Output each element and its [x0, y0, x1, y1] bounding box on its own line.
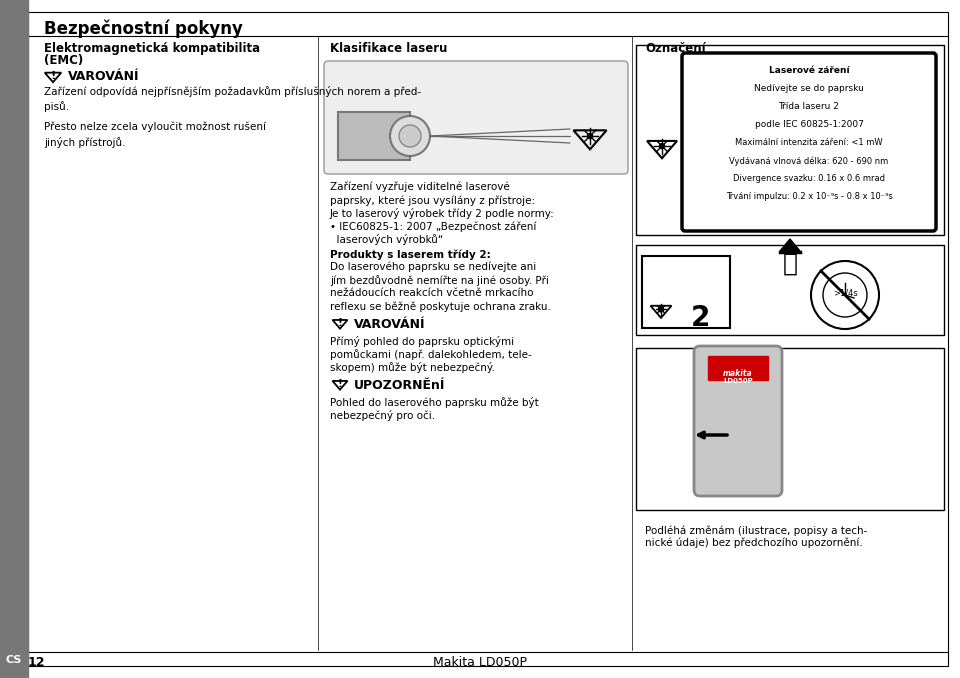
Text: Zařízení odpovídá nejpřísnějším požadavkům příslušných norem a před-
pisů.: Zařízení odpovídá nejpřísnějším požadavk…	[44, 86, 421, 113]
Text: nické údaje) bez předchozího upozornění.: nické údaje) bez předchozího upozornění.	[645, 538, 863, 549]
Text: Vydávaná vlnová délka: 620 - 690 nm: Vydávaná vlnová délka: 620 - 690 nm	[730, 156, 889, 165]
Text: jím bezdůvodně nemířte na jiné osoby. Při: jím bezdůvodně nemířte na jiné osoby. Př…	[330, 275, 549, 286]
Text: CS: CS	[6, 655, 22, 665]
Text: !: !	[338, 378, 343, 388]
Circle shape	[660, 144, 664, 148]
Circle shape	[588, 134, 592, 138]
Circle shape	[399, 125, 421, 147]
Text: Do laserového paprsku se nedívejte ani: Do laserového paprsku se nedívejte ani	[330, 262, 537, 273]
Text: VAROVÁNÍ: VAROVÁNÍ	[68, 70, 139, 83]
Text: paprsky, které jsou vysílány z přístroje:: paprsky, které jsou vysílány z přístroje…	[330, 195, 535, 205]
Text: Přesto nelze zcela vyloučit možnost rušení
jiných přístrojů.: Přesto nelze zcela vyloučit možnost ruše…	[44, 122, 266, 148]
Text: (EMC): (EMC)	[44, 54, 84, 67]
Text: Nedívejte se do paprsku: Nedívejte se do paprsku	[754, 84, 864, 93]
Text: VAROVÁNÍ: VAROVÁNÍ	[354, 318, 425, 331]
Text: !: !	[50, 71, 56, 81]
Bar	[636, 45, 944, 235]
Bar	[636, 348, 944, 510]
Bar	[708, 356, 768, 380]
Text: Divergence svazku: 0.16 x 0.6 mrad: Divergence svazku: 0.16 x 0.6 mrad	[733, 174, 885, 183]
Text: nebezpečný pro oči.: nebezpečný pro oči.	[330, 410, 435, 421]
Text: 2: 2	[690, 304, 709, 332]
Text: ⧉: ⧉	[782, 252, 798, 276]
Text: UPOZORNĚnÍ: UPOZORNĚnÍ	[354, 379, 445, 392]
Text: nežádoucích reakcích včetně mrkacího: nežádoucích reakcích včetně mrkacího	[330, 288, 534, 298]
Circle shape	[659, 307, 663, 312]
FancyBboxPatch shape	[324, 61, 628, 174]
Text: reflexu se běžně poskytuje ochrana zraku.: reflexu se běžně poskytuje ochrana zraku…	[330, 301, 551, 311]
Bar	[0, 0, 28, 678]
Text: laserových výrobků“: laserových výrobků“	[330, 234, 444, 245]
Text: !: !	[338, 317, 343, 327]
Text: Třída laseru 2: Třída laseru 2	[779, 102, 839, 111]
Bar	[642, 256, 730, 328]
FancyBboxPatch shape	[682, 53, 936, 231]
FancyBboxPatch shape	[694, 346, 782, 496]
Text: >1/4s: >1/4s	[832, 288, 857, 297]
Text: Přímý pohled do paprsku optickými: Přímý pohled do paprsku optickými	[330, 336, 515, 347]
Text: podle IEC 60825-1:2007: podle IEC 60825-1:2007	[755, 120, 863, 129]
Text: Maximální intenzita záření: <1 mW: Maximální intenzita záření: <1 mW	[735, 138, 883, 147]
Text: Bezpečnostní pokyny: Bezpečnostní pokyny	[44, 20, 243, 39]
Text: Je to laserový výrobek třídy 2 podle normy:: Je to laserový výrobek třídy 2 podle nor…	[330, 208, 555, 219]
Text: skopem) může být nebezpečný.: skopem) může být nebezpečný.	[330, 362, 494, 373]
Text: • IEC60825-1: 2007 „Bezpečnost záření: • IEC60825-1: 2007 „Bezpečnost záření	[330, 221, 537, 231]
Bar	[636, 245, 944, 335]
Text: Zařízení vyzřuje viditelné laserové: Zařízení vyzřuje viditelné laserové	[330, 182, 510, 193]
Text: Laserové záření: Laserové záření	[769, 66, 850, 75]
Text: Klasifikace laseru: Klasifikace laseru	[330, 42, 447, 55]
Text: Pohled do laserového paprsku může být: Pohled do laserového paprsku může být	[330, 397, 539, 408]
Text: pomůckami (např. dalekohledem, tele-: pomůckami (např. dalekohledem, tele-	[330, 349, 532, 360]
Text: Elektromagnetická kompatibilita: Elektromagnetická kompatibilita	[44, 42, 260, 55]
Text: 12: 12	[27, 656, 45, 669]
Text: Trvání impulzu: 0.2 x 10⁻⁹s - 0.8 x 10⁻⁹s: Trvání impulzu: 0.2 x 10⁻⁹s - 0.8 x 10⁻⁹…	[726, 192, 893, 201]
Polygon shape	[780, 239, 800, 251]
Text: Makita LD050P: Makita LD050P	[433, 656, 527, 669]
Text: Produkty s laserem třídy 2:: Produkty s laserem třídy 2:	[330, 249, 491, 260]
Text: Podléhá změnám (ilustrace, popisy a tech-: Podléhá změnám (ilustrace, popisy a tech…	[645, 525, 868, 536]
Bar	[338, 112, 410, 160]
Text: LD050P: LD050P	[723, 378, 753, 384]
Text: Označení: Označení	[645, 42, 706, 55]
Circle shape	[390, 116, 430, 156]
Text: makita: makita	[723, 369, 753, 378]
